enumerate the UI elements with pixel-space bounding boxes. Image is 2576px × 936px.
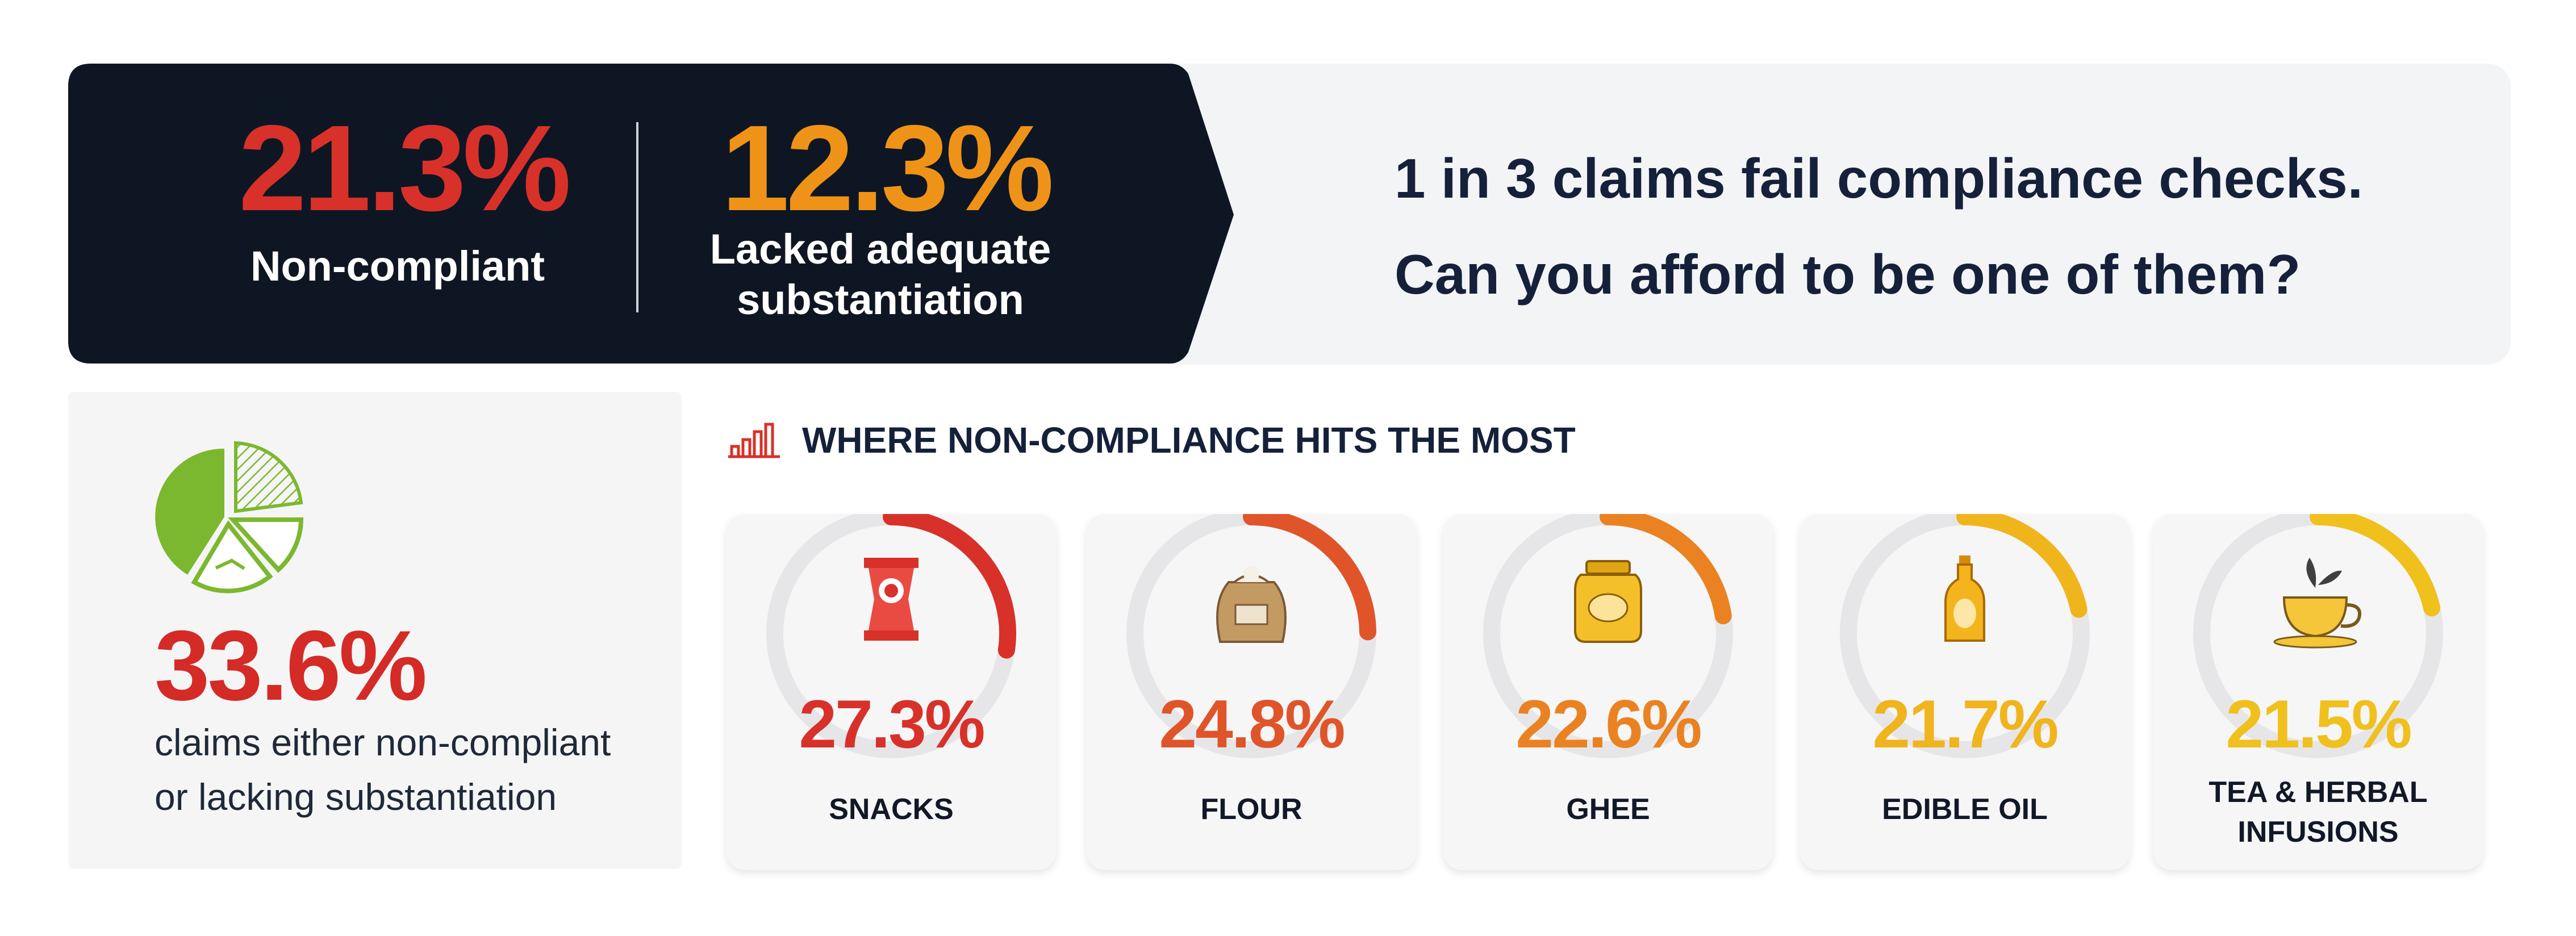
category-label-line: SNACKS [829, 793, 954, 826]
overall-description: claims either non-compliant or lacking s… [155, 716, 666, 824]
gauge-ring [1483, 514, 1733, 758]
stats-divider [636, 122, 638, 312]
snack-bag-icon [864, 558, 918, 641]
category-value-label: 22.6% [1515, 686, 1702, 762]
section-title: WHERE NON-COMPLIANCE HITS THE MOST [802, 420, 1576, 461]
gauge-arc [1243, 514, 1376, 641]
category-label: GHEE [1443, 789, 1773, 829]
gauge-ring [766, 514, 1016, 758]
unsubstantiated-label-line1: Lacked adequate [709, 225, 1051, 273]
unsubstantiated-percentage: 12.3% [721, 99, 1054, 236]
tea-cup-icon [2273, 558, 2361, 649]
gauge-arc [883, 514, 1016, 659]
category-label-line: EDIBLE OIL [1882, 793, 2048, 826]
gauge-arc [1956, 514, 2087, 618]
gauge-ring [1126, 514, 1376, 758]
headline-line2: Can you afford to be one of them? [1395, 243, 2301, 306]
category-label-line: TEA & HERBAL [2208, 776, 2428, 809]
category-card: 21.7% EDIBLE OIL [1800, 514, 2130, 870]
noncompliant-label: Non-compliant [250, 243, 545, 290]
category-label: EDIBLE OIL [1800, 789, 2130, 829]
category-label-line: FLOUR [1200, 793, 1302, 826]
category-card: 24.8% FLOUR [1086, 514, 1417, 870]
headline: 1 in 3 claims fail compliance checks. Ca… [1395, 131, 2474, 322]
gauge-arc [2310, 514, 2441, 617]
unsubstantiated-label-line2: substantiation [737, 275, 1024, 323]
category-value-label: 27.3% [799, 686, 985, 762]
category-card: 22.6% GHEE [1443, 514, 1773, 870]
unsubstantiated-label: Lacked adequate substantiation [693, 224, 1068, 325]
gauge-ring [2193, 514, 2443, 758]
noncompliant-percentage: 21.3% [239, 99, 571, 236]
category-value-label: 21.7% [1872, 686, 2059, 762]
summary-card [68, 392, 682, 869]
oil-bottle-icon [1944, 555, 1985, 642]
category-value-label: 24.8% [1159, 686, 1345, 762]
flour-sack-icon [1216, 566, 1287, 643]
gauge-arc [1600, 514, 1732, 625]
category-card: 27.3% SNACKS [726, 514, 1057, 870]
category-label: FLOUR [1086, 789, 1417, 829]
bar-chart-icon [728, 423, 780, 458]
ghee-jar-icon [1574, 560, 1642, 643]
category-label-line: GHEE [1566, 793, 1650, 826]
overall-description-line1: claims either non-compliant [155, 721, 611, 763]
category-label-line: INFUSIONS [2237, 816, 2399, 849]
headline-line1: 1 in 3 claims fail compliance checks. [1395, 147, 2363, 210]
gauge-ring [1840, 514, 2090, 758]
category-label: TEA & HERBAL INFUSIONS [2153, 772, 2483, 852]
pie-chart-icon [155, 441, 304, 594]
overall-description-line2: or lacking substantiation [155, 775, 557, 818]
overall-percentage: 33.6% [155, 611, 427, 721]
category-label: SNACKS [726, 789, 1057, 829]
category-value-label: 21.5% [2226, 686, 2412, 762]
category-card: 21.5% TEA & HERBAL INFUSIONS [2153, 514, 2483, 870]
